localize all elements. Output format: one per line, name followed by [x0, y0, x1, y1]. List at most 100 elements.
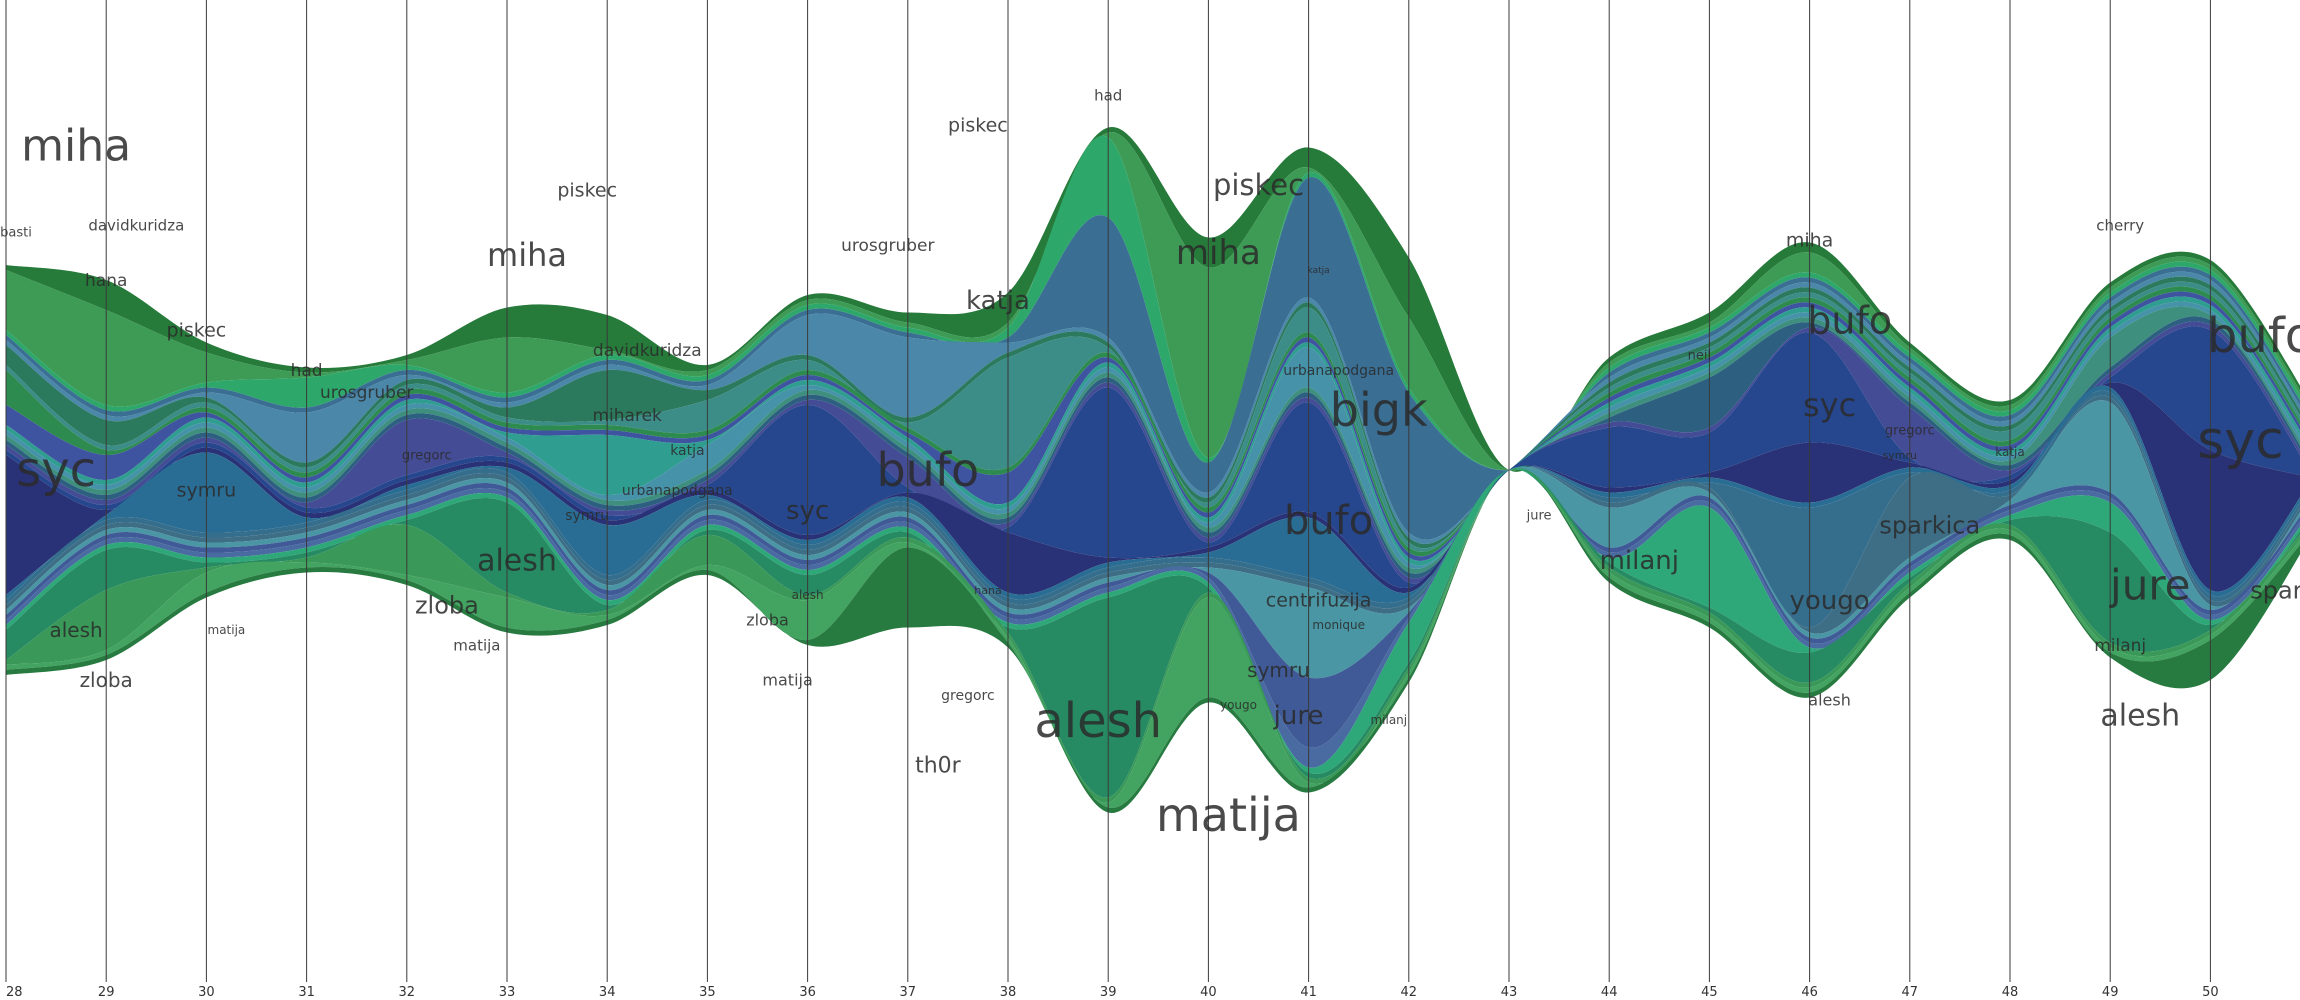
- stream-label-zloba: zloba: [746, 611, 789, 630]
- stream-label-miha: miha: [1786, 230, 1833, 252]
- stream-label-miharek: miharek: [592, 406, 662, 426]
- x-tick-label: 40: [1200, 985, 1217, 1000]
- stream-layer-cherry: [6, 306, 2300, 574]
- stream-label-yougo: yougo: [1220, 698, 1257, 712]
- stream-layer-milanj: [6, 467, 2300, 774]
- x-tick-label: 49: [2102, 985, 2119, 1000]
- stream-label-gregorc: gregorc: [941, 688, 995, 704]
- x-tick-label: 42: [1401, 985, 1418, 1000]
- stream-label-alesh: alesh: [1808, 691, 1851, 710]
- stream-layer-alesh: [6, 467, 2300, 798]
- stream-label-piskec: piskec: [557, 180, 617, 202]
- stream-layer-miharek: [6, 296, 2300, 566]
- stream-label-jure: jure: [1526, 509, 1552, 524]
- stream-label-cherry: cherry: [2096, 216, 2144, 234]
- stream-layer-bufo: [6, 326, 2300, 588]
- stream-label-urbanapodgana: urbanapodgana: [622, 483, 733, 499]
- x-tick-label: 35: [699, 985, 716, 1000]
- stream-label-piskec: piskec: [1213, 168, 1304, 202]
- stream-label-zloba: zloba: [80, 668, 133, 692]
- stream-label-jure: jure: [1273, 701, 1324, 731]
- x-tick-label: 39: [1100, 985, 1117, 1000]
- stream-label-miha: miha: [1176, 233, 1261, 273]
- x-tick-label: 34: [599, 985, 616, 1000]
- x-tick-label: 29: [98, 985, 115, 1000]
- stream-label-milanj: milanj: [1600, 546, 1679, 576]
- stream-label-katja: katja: [1995, 445, 2024, 459]
- stream-label-matija: matija: [1156, 788, 1301, 842]
- x-tick-label: 36: [799, 985, 816, 1000]
- stream-layer-syc: [6, 382, 2300, 595]
- stream-label-syc: syc: [2197, 411, 2283, 471]
- stream-layers: [6, 127, 2300, 813]
- x-tick-label: 48: [2002, 985, 2019, 1000]
- stream-label-bufo: bufo: [2207, 308, 2300, 364]
- stream-layer-gregorc: [6, 321, 2300, 584]
- stream-label-matija: matija: [208, 623, 246, 637]
- stream-layer-had: [6, 135, 2300, 471]
- stream-label-symru: symru: [177, 480, 237, 502]
- x-tick-label: 32: [399, 985, 416, 1000]
- stream-label-yougo: yougo: [1790, 586, 1870, 616]
- x-tick-label: 47: [1902, 985, 1919, 1000]
- stream-layer-neil: [6, 316, 2300, 579]
- stream-label-matija: matija: [762, 671, 812, 690]
- stream-label-alesh: alesh: [1034, 693, 1162, 749]
- stream-label-bufo: bufo: [1284, 498, 1373, 544]
- x-tick-label: 33: [499, 985, 516, 1000]
- stream-label-alesh: alesh: [792, 588, 824, 602]
- stream-label-hana: hana: [974, 584, 1001, 597]
- stream-layer-yougo: [6, 390, 2300, 628]
- stream-label-katja: katja: [670, 443, 704, 459]
- stream-label-bufo: bufo: [1807, 298, 1892, 342]
- stream-label-syc: syc: [16, 442, 96, 498]
- stream-label-th0r: th0r: [915, 754, 962, 779]
- stream-label-centrifuzija: centrifuzija: [1266, 590, 1372, 612]
- stream-label-gregorc: gregorc: [402, 449, 452, 464]
- stream-label-miha: miha: [487, 236, 567, 274]
- stream-label-gregorc: gregorc: [1885, 424, 1935, 439]
- x-tick-label: 30: [198, 985, 215, 1000]
- stream-layer-matija: [6, 468, 2300, 808]
- stream-label-jure: jure: [2109, 561, 2190, 610]
- x-tick-label: 37: [900, 985, 917, 1000]
- stream-layer-miha: [6, 132, 2300, 471]
- stream-label-sparkica: sparkica: [2250, 576, 2300, 604]
- stream-layer-urbanapodgana: [6, 301, 2300, 569]
- stream-label-symru: symru: [565, 508, 609, 524]
- x-tick-label: 28: [6, 985, 23, 1000]
- x-tick-label: 43: [1501, 985, 1518, 1000]
- stream-label-hana: hana: [85, 271, 127, 291]
- stream-layer-symru: [6, 385, 2300, 603]
- stream-label-davidkuridza: davidkuridza: [88, 216, 184, 234]
- stream-label-davidkuridza: davidkuridza: [593, 341, 702, 361]
- stream-label-neil: neil: [1688, 349, 1711, 364]
- stream-label-zloba: zloba: [415, 591, 479, 619]
- stream-layer-bigk: [6, 177, 2300, 540]
- x-tick-label: 31: [298, 985, 315, 1000]
- stream-label-syc: syc: [1803, 386, 1856, 424]
- stream-label-matija: matija: [453, 636, 500, 654]
- stream-label-sparkica: sparkica: [1879, 511, 1980, 539]
- stream-label-monique: monique: [1312, 618, 1365, 632]
- stream-label-urosgruber: urosgruber: [841, 236, 934, 256]
- stream-label-alesh: alesh: [477, 544, 557, 579]
- stream-label-basti: basti: [0, 226, 32, 241]
- stream-label-alesh: alesh: [2100, 699, 2180, 734]
- x-tick-label: 50: [2202, 985, 2219, 1000]
- stream-label-katja: katja: [1308, 266, 1330, 276]
- stream-label-urbanapodgana: urbanapodgana: [1283, 363, 1394, 379]
- stream-label-symru: symru: [1247, 658, 1310, 682]
- stream-label-syc: syc: [786, 496, 829, 526]
- x-tick-label: 45: [1701, 985, 1718, 1000]
- stream-label-urosgruber: urosgruber: [320, 383, 413, 403]
- stream-label-alesh: alesh: [49, 618, 102, 642]
- stream-label-bufo: bufo: [876, 443, 979, 497]
- x-tick-label: 41: [1300, 985, 1317, 1000]
- stream-label-had: had: [291, 361, 323, 381]
- x-tick-label: 44: [1601, 985, 1618, 1000]
- stream-label-symru: symru: [1883, 449, 1917, 462]
- stream-label-had: had: [1094, 86, 1122, 104]
